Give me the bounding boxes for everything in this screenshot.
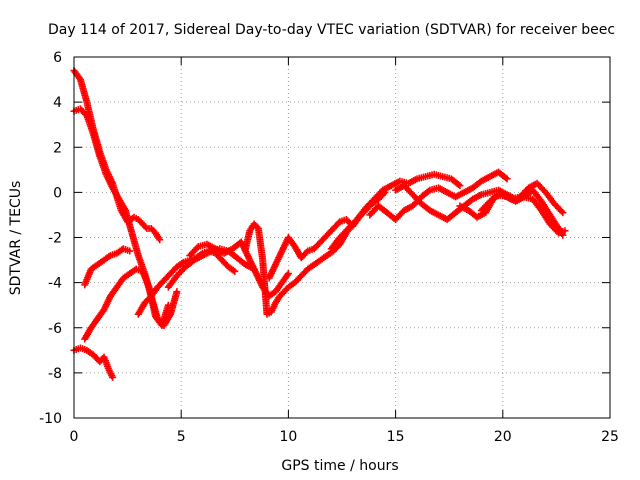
data-point [193, 244, 201, 252]
y-tick-label: 2 [53, 140, 62, 156]
y-tick-label: 0 [53, 185, 62, 201]
data-point [454, 180, 462, 188]
data-point [141, 223, 149, 231]
data-point [173, 288, 181, 296]
series-track-11 [327, 170, 464, 253]
x-tick-label: 15 [387, 429, 405, 445]
data-point [284, 270, 292, 278]
y-tick-label: -10 [39, 411, 62, 427]
y-tick-label: -4 [48, 276, 62, 292]
x-axis-label: GPS time / hours [281, 458, 398, 474]
x-tick-label: 10 [279, 429, 297, 445]
x-tick-label: 20 [494, 429, 512, 445]
data-point [109, 373, 117, 381]
data-point [559, 209, 567, 217]
series-track-3 [81, 245, 134, 289]
y-tick-label: 4 [53, 95, 62, 111]
series-track-4 [70, 344, 117, 381]
data-point [156, 236, 164, 244]
x-tick-label: 25 [601, 429, 619, 445]
data-point [164, 301, 172, 309]
x-tick-label: 5 [177, 429, 186, 445]
series-track-7 [164, 245, 258, 291]
series-track-5 [81, 265, 172, 343]
data-point [231, 267, 239, 275]
y-tick-label: -6 [48, 321, 62, 337]
data-points [70, 67, 569, 381]
y-axis-label: SDTVAR / TECUs [8, 181, 24, 296]
data-point [503, 175, 511, 183]
data-point [283, 271, 291, 279]
data-point [424, 187, 432, 195]
data-point [126, 247, 134, 255]
data-point [456, 182, 464, 190]
data-point [561, 227, 569, 235]
y-tick-label: -8 [48, 366, 62, 382]
data-point [502, 174, 510, 182]
y-tick-label: -2 [48, 231, 62, 247]
x-tick-label: 0 [70, 429, 79, 445]
series-track-9 [242, 220, 357, 318]
y-tick-label: 6 [53, 50, 62, 66]
data-point [557, 207, 565, 215]
axis-ticks: 0 5 10 15 20 25 -10 -8 -6 -4 -2 0 2 4 6 [39, 50, 619, 445]
series-track-15 [477, 191, 569, 237]
chart-title: Day 114 of 2017, Sidereal Day-to-day VTE… [48, 22, 615, 38]
